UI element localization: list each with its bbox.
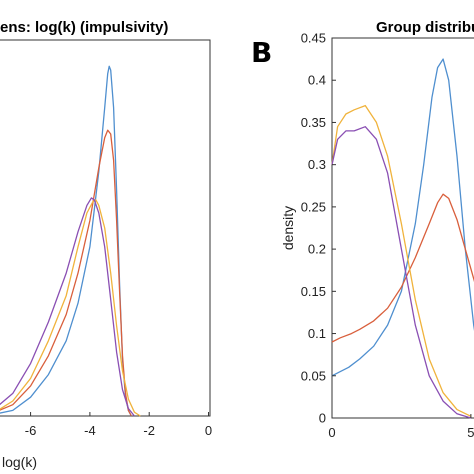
left-x-ticks: -6 -4 -2 0 <box>25 412 212 438</box>
right-y-axis-label: density <box>280 206 296 250</box>
right-series-line-purple <box>331 126 472 419</box>
left-chart: -6 -4 -2 0 <box>0 39 212 438</box>
right-series-line-blue <box>331 58 474 377</box>
right-y-tick-label: 0.05 <box>301 368 326 383</box>
right-y-tick-label: 0.2 <box>308 242 326 257</box>
right-y-tick-label: 0.45 <box>301 31 326 46</box>
right-series-group <box>331 58 474 419</box>
right-x-tick-label: 0 <box>328 425 335 440</box>
left-series-group <box>0 65 141 417</box>
right-y-tick-label: 0 <box>319 411 326 426</box>
left-x-tick-label: -4 <box>84 423 96 438</box>
panel-letter-b: B <box>251 36 272 69</box>
left-series-line-blue <box>0 65 132 417</box>
left-x-tick-label: 0 <box>205 423 212 438</box>
left-series-line-yellow <box>0 199 141 417</box>
right-y-tick-label: 0.3 <box>308 157 326 172</box>
right-x-tick-label: 5 <box>467 425 474 440</box>
right-series-line-red <box>331 193 474 343</box>
right-y-tick-label: 0.15 <box>301 284 326 299</box>
left-series-line-purple <box>0 197 135 417</box>
right-y-tick-label: 0.4 <box>308 73 326 88</box>
left-x-tick-label: -6 <box>25 423 37 438</box>
left-x-tick-label: -2 <box>143 423 155 438</box>
right-y-tick-label: 0.25 <box>301 199 326 214</box>
right-series-line-yellow <box>331 104 472 417</box>
right-y-tick-label: 0.1 <box>308 326 326 341</box>
right-y-tick-label: 0.35 <box>301 115 326 130</box>
left-chart-title: ens: log(k) (impulsivity) <box>0 19 168 36</box>
right-chart-title: Group distribu <box>376 19 474 36</box>
right-plot-frame <box>331 37 474 419</box>
left-plot-frame <box>0 39 211 417</box>
left-series-line-red <box>0 129 132 417</box>
left-x-axis-label: log(k) <box>2 454 37 470</box>
right-y-ticks: 0 0.05 0.1 0.15 0.2 0.25 0.3 0.35 0.4 0.45 <box>301 31 336 426</box>
